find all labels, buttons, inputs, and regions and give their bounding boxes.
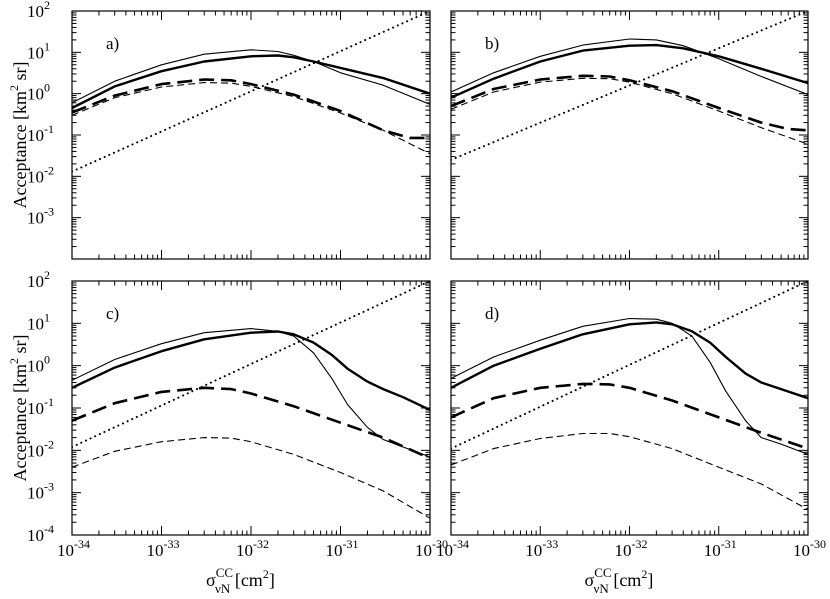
y-tick-label: 102 [27,0,50,21]
plot-frame [450,280,809,536]
y-tick-label: 101 [27,39,50,62]
y-tick-label: 10-4 [27,522,54,545]
series-thick-solid [72,54,430,110]
y-tick-label: 10-1 [27,395,54,418]
plot-frame [71,10,431,260]
x-tick-label: 10-31 [326,537,359,560]
series-thin-solid [451,38,808,96]
panel-label: b) [485,34,499,53]
series-dotted [451,11,808,161]
plot-frame [450,10,809,260]
x-tick-label: 10-31 [704,537,737,560]
series-dotted [72,11,430,173]
x-tick-label: 10-33 [147,537,180,560]
y-tick-label: 10-1 [27,122,54,145]
y-tick-label: 10-2 [27,163,54,186]
x-tick-label: 10-34 [436,537,469,560]
x-axis-label: σCC νN [cm2] [206,565,275,596]
plot-frame [71,280,431,536]
panel-c: c) 10-4 10-3 10-2 10-1 100 101 102 [27,268,431,545]
x-tick-label: 10-33 [525,537,558,560]
y-axis-label: Acceptance [km2 sr] [7,62,30,209]
series-thick-dashed [451,74,808,132]
curves [451,11,808,161]
panel-b: b) [450,10,809,260]
y-tick-label: 100 [27,81,50,104]
panel-d: d) [450,280,809,536]
y-tick-label: 101 [27,310,50,333]
panel-a: a) 10-3 10-2 10-1 100 101 102 [27,0,431,260]
curves [72,11,430,173]
series-thin-solid [451,317,808,455]
x-axis-label: σCC νN [cm2] [585,565,654,596]
series-thick-solid [451,321,808,400]
series-thin-dashed [72,82,430,155]
x-tick-label: 10-32 [236,537,269,560]
panel-label: d) [485,304,499,323]
y-tick-label: 10-3 [27,480,54,503]
series-thick-dashed [72,78,430,140]
series-thin-dashed [72,437,430,519]
series-thin-dashed [451,77,808,145]
series-thick-solid [451,43,808,99]
x-tick-label: 10-30 [793,537,826,560]
y-tick-label: 100 [27,353,50,376]
curves [451,281,808,510]
x-tick-label: 10-32 [615,537,648,560]
series-thin-solid [72,49,430,105]
y-axis-label: Acceptance [km2 sr] [7,335,30,482]
series-thick-solid [72,330,430,411]
y-tick-label: 102 [27,268,50,291]
series-thick-dashed [72,386,430,460]
panel-label: a) [106,34,119,53]
y-tick-label: 10-2 [27,437,54,460]
series-thick-dashed [451,382,808,450]
x-tick-label: 10-34 [57,537,90,560]
curves [72,281,430,519]
y-tick-label: 10-3 [27,205,54,228]
series-dotted [451,281,808,450]
panel-label: c) [106,304,119,323]
series-dotted [72,281,430,448]
series-thin-dashed [451,432,808,510]
